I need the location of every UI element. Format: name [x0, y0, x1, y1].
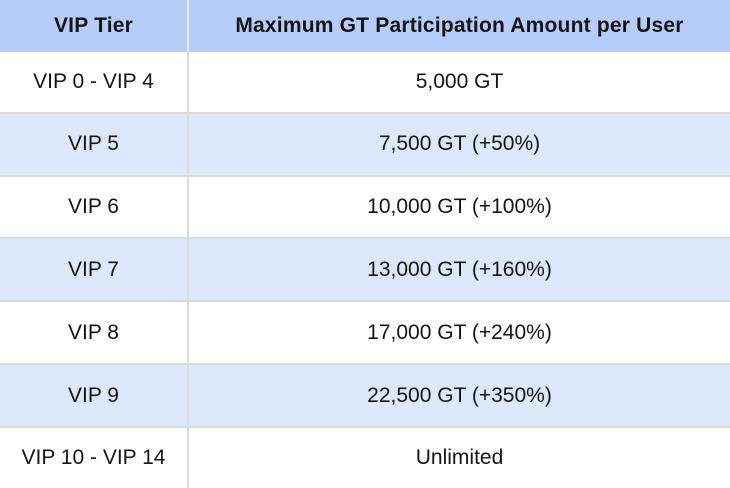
amount-cell: 5,000 GT [187, 52, 730, 114]
table-row: VIP 10 - VIP 14 Unlimited [0, 426, 730, 488]
tier-cell: VIP 8 [0, 300, 189, 366]
header-row: VIP Tier Maximum GT Participation Amount… [0, 0, 730, 52]
amount-cell: 10,000 GT (+100%) [187, 174, 730, 240]
header-cell-vip-tier: VIP Tier [0, 0, 189, 52]
table-row: VIP 9 22,500 GT (+350%) [0, 363, 730, 429]
header-cell-max-participation: Maximum GT Participation Amount per User [187, 0, 730, 52]
table-row: VIP 0 - VIP 4 5,000 GT [0, 52, 730, 114]
amount-cell: 22,500 GT (+350%) [187, 363, 730, 429]
tier-cell: VIP 6 [0, 174, 189, 240]
tier-cell: VIP 0 - VIP 4 [0, 52, 189, 114]
table-row: VIP 8 17,000 GT (+240%) [0, 300, 730, 366]
table-row: VIP 7 13,000 GT (+160%) [0, 237, 730, 303]
tier-cell: VIP 5 [0, 111, 189, 177]
table-row: VIP 5 7,500 GT (+50%) [0, 111, 730, 177]
tier-cell: VIP 10 - VIP 14 [0, 426, 189, 488]
amount-cell: 13,000 GT (+160%) [187, 237, 730, 303]
tier-cell: VIP 7 [0, 237, 189, 303]
tier-cell: VIP 9 [0, 363, 189, 429]
table-body: VIP 0 - VIP 4 5,000 GT VIP 5 7,500 GT (+50%… [0, 52, 730, 488]
amount-cell: Unlimited [187, 426, 730, 488]
amount-cell: 17,000 GT (+240%) [187, 300, 730, 366]
amount-cell: 7,500 GT (+50%) [187, 111, 730, 177]
table-row: VIP 6 10,000 GT (+100%) [0, 174, 730, 240]
